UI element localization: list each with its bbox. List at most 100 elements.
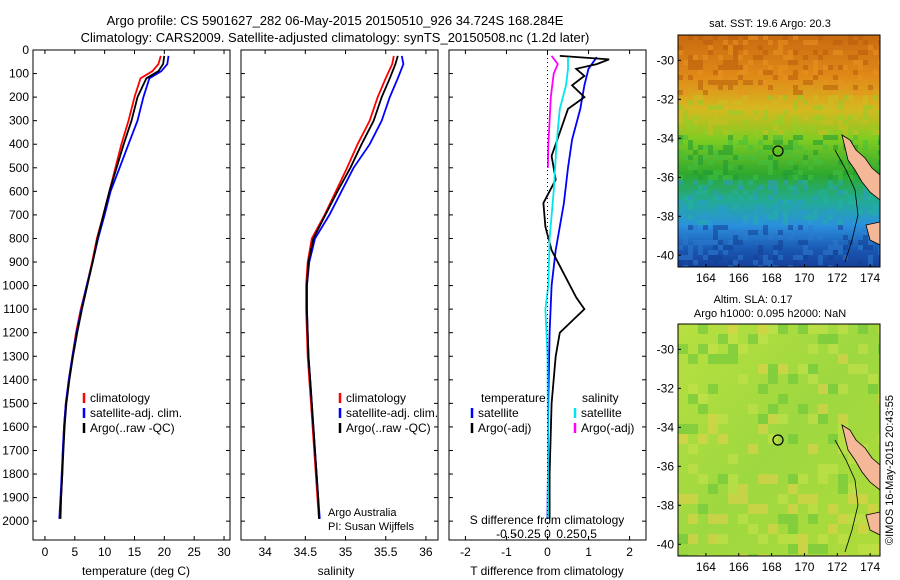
map-xtick-label: 168 xyxy=(762,271,782,285)
map-xtick-label: 164 xyxy=(696,560,716,574)
salinity-chart: 34 34.5 35 35.5 36 climatologysatellite-adj. … xyxy=(241,49,438,559)
ytick-label: 1400 xyxy=(2,373,29,387)
xtick-label: 15 xyxy=(128,545,142,559)
map-xtick-label: 166 xyxy=(729,271,749,285)
map-xtick-label: 170 xyxy=(794,271,814,285)
ytick-label: 400 xyxy=(9,137,29,151)
map-ytick-label: -38 xyxy=(657,498,675,512)
map-ytick-label: -34 xyxy=(657,131,675,145)
map-xtick-label: 174 xyxy=(860,560,880,574)
map-xtick-label: 172 xyxy=(827,271,847,285)
temperature-panel xyxy=(32,49,231,541)
ytick-label: 900 xyxy=(9,255,29,269)
xtick-label: 36 xyxy=(419,545,433,559)
sst-map-frame xyxy=(677,34,881,268)
difference-xlabel: T difference from climatology xyxy=(470,564,624,578)
ytick-label: 1800 xyxy=(2,467,29,481)
ytick-label: 1700 xyxy=(2,443,29,457)
stick-label: -0.25 xyxy=(513,527,541,541)
legend-label: Argo(-adj) xyxy=(581,421,634,435)
sla-map-title-1: Altim. SLA: 0.17 xyxy=(714,294,793,306)
legend-label: satellite xyxy=(581,406,622,420)
xtick-label: 10 xyxy=(98,545,112,559)
legend-group-title: salinity xyxy=(582,391,619,405)
ytick-label: 800 xyxy=(9,231,29,245)
map-ytick-label: -40 xyxy=(657,248,675,262)
ytick-label: 100 xyxy=(9,67,29,81)
xtick-label: 35 xyxy=(339,545,353,559)
map-ytick-label: -30 xyxy=(657,342,675,356)
legend-label: satellite-adj. clim. xyxy=(346,406,438,420)
xtick-label: 2 xyxy=(626,545,633,559)
xtick-label: 34 xyxy=(258,545,272,559)
series-line-argo-raw-qc- xyxy=(59,55,166,519)
map-xtick-label: 170 xyxy=(794,560,814,574)
xtick-label: 34.5 xyxy=(294,545,318,559)
sst-argo-marker xyxy=(772,145,784,157)
map-ytick-label: -36 xyxy=(657,170,675,184)
sla-land-shape-2 xyxy=(865,511,880,536)
xtick-label: 35.5 xyxy=(374,545,398,559)
xtick-label: 25 xyxy=(188,545,202,559)
legend-label: satellite-adj. clim. xyxy=(90,406,182,420)
stick-label: 0 xyxy=(544,527,551,541)
ytick-label: 1300 xyxy=(2,349,29,363)
argo-australia-label: Argo Australia xyxy=(328,507,397,519)
stick-label: 0.25 xyxy=(556,527,580,541)
temperature-chart: 0100200300400500600700800900100011001200… xyxy=(2,43,231,559)
legend-label: satellite xyxy=(478,406,519,420)
legend-label: Argo(-adj) xyxy=(478,421,531,435)
series-line-argo-raw-qc- xyxy=(306,55,399,519)
map-ytick-label: -32 xyxy=(657,381,675,395)
ytick-label: 1200 xyxy=(2,326,29,340)
map-ytick-label: -30 xyxy=(657,53,675,67)
ytick-label: 1900 xyxy=(2,491,29,505)
sst-map-title: sat. SST: 19.6 Argo: 20.3 xyxy=(709,18,831,30)
header-line1: Argo profile: CS 5901627_282 06-May-2015… xyxy=(107,13,564,28)
series-line-temperature-argo-adj- xyxy=(542,55,610,519)
xtick-label: 0 xyxy=(42,545,49,559)
sla-argo-marker xyxy=(772,434,784,446)
ytick-label: 700 xyxy=(9,208,29,222)
salinity-xlabel: salinity xyxy=(318,564,355,578)
map-xtick-label: 172 xyxy=(827,560,847,574)
sst-land-shape-2 xyxy=(865,221,880,246)
sst-land-shape xyxy=(841,134,880,201)
legend-label: Argo(..raw -QC) xyxy=(90,421,175,435)
xtick-label: 20 xyxy=(158,545,172,559)
ytick-label: 1100 xyxy=(3,302,29,316)
difference-xlabel-top: S difference from climatology xyxy=(470,513,625,527)
stick-label: 0.5 xyxy=(580,527,597,541)
ytick-label: 1000 xyxy=(2,279,29,293)
ytick-label: 300 xyxy=(9,114,29,128)
header-line2: Climatology: CARS2009. Satellite-adjuste… xyxy=(81,30,590,45)
xtick-label: -1 xyxy=(501,545,512,559)
ytick-label: 600 xyxy=(9,184,29,198)
salinity-panel xyxy=(240,49,439,541)
map-ytick-label: -32 xyxy=(657,92,675,106)
stick-label: -0.5 xyxy=(496,527,517,541)
ytick-label: 1600 xyxy=(2,420,29,434)
legend-group-title: temperature xyxy=(481,391,546,405)
pi-label: PI: Susan Wijffels xyxy=(328,521,414,533)
sla-map-frame xyxy=(677,323,881,557)
difference-chart: -2 -1 0 1 2 -0.5-0.25 0 0.25 0.5 temperature salin… xyxy=(449,49,646,559)
ytick-label: 500 xyxy=(9,161,29,175)
legend-label: Argo(..raw -QC) xyxy=(346,421,431,435)
sla-land-shape xyxy=(841,424,880,491)
temperature-xlabel: temperature (deg C) xyxy=(82,564,190,578)
xtick-label: 1 xyxy=(585,545,592,559)
map-xtick-label: 166 xyxy=(729,560,749,574)
ytick-label: 2000 xyxy=(2,514,29,528)
map-ytick-label: -36 xyxy=(657,459,675,473)
xtick-label: 30 xyxy=(217,545,231,559)
series-line-salinity-argo-adj- xyxy=(547,55,559,168)
series-line-salinity-satellite xyxy=(544,57,569,519)
legend-label: climatology xyxy=(90,391,150,405)
map-xtick-label: 164 xyxy=(696,271,716,285)
sla-map-title-2: Argo h1000: 0.095 h2000: NaN xyxy=(694,308,846,320)
map-ytick-label: -40 xyxy=(657,537,675,551)
map-ytick-label: -38 xyxy=(657,209,675,223)
sst-map xyxy=(678,35,880,267)
